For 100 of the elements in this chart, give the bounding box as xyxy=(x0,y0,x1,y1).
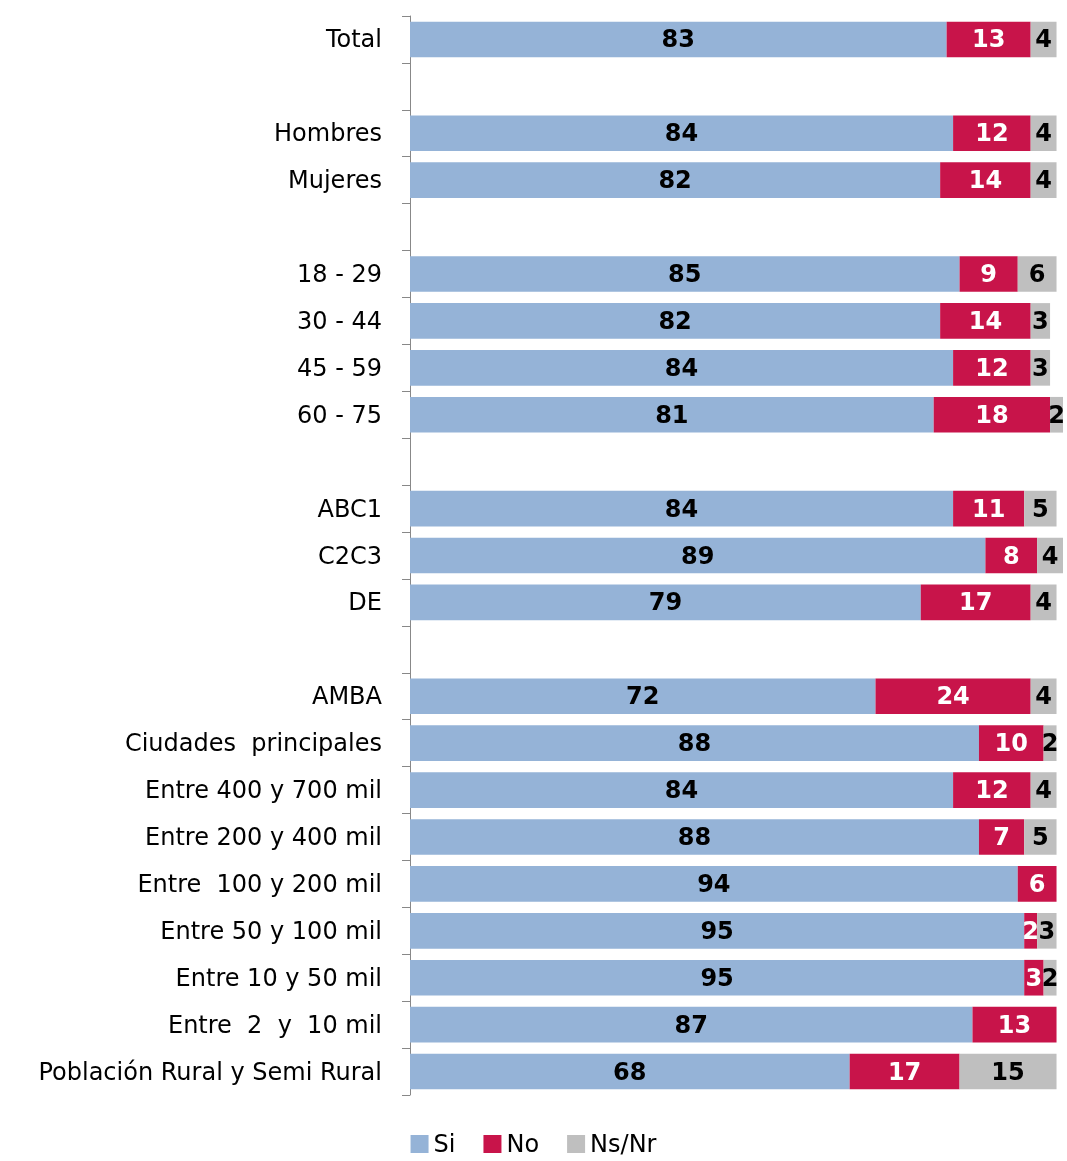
data-label: 4 xyxy=(1035,588,1052,617)
bar xyxy=(410,678,876,715)
data-label: 3 xyxy=(1032,353,1049,382)
bar xyxy=(410,115,954,152)
data-label: 88 xyxy=(677,729,712,758)
bar xyxy=(933,396,1051,433)
data-label: 6 xyxy=(1028,869,1046,898)
data-label: 10 xyxy=(994,729,1028,758)
data-label: 83 xyxy=(661,25,696,54)
data-label: 15 xyxy=(991,1057,1025,1086)
data-label: 11 xyxy=(971,494,1006,523)
y-tick-label: Entre 100 y 200 mil xyxy=(137,869,382,898)
y-tick-label: Total xyxy=(324,25,382,54)
data-label: 4 xyxy=(1035,776,1052,805)
y-tick-label: 60 - 75 xyxy=(297,400,382,429)
data-label: 79 xyxy=(648,588,683,617)
bar xyxy=(410,256,960,292)
data-label: 68 xyxy=(613,1057,647,1086)
data-label: 17 xyxy=(887,1057,922,1086)
bar xyxy=(875,678,1031,715)
bar xyxy=(978,819,1025,855)
legend-label: Ns/Nr xyxy=(590,1130,657,1158)
y-tick-label: C2C3 xyxy=(317,541,382,570)
data-label: 12 xyxy=(975,119,1009,148)
bar xyxy=(410,303,941,339)
bar xyxy=(410,725,979,761)
data-label: 13 xyxy=(997,1010,1032,1039)
data-label: 87 xyxy=(674,1010,708,1039)
data-label: 81 xyxy=(655,400,689,429)
data-label: 14 xyxy=(968,306,1003,335)
y-tick-label: Entre 2 y 10 mil xyxy=(167,1010,382,1039)
y-tick-label: 30 - 44 xyxy=(297,306,382,335)
y-tick-label: ABC1 xyxy=(317,494,382,523)
data-label: 12 xyxy=(975,353,1009,382)
y-tick-label: Entre 10 y 50 mil xyxy=(175,963,382,992)
data-label: 95 xyxy=(700,916,734,945)
y-tick-label: 45 - 59 xyxy=(297,353,382,382)
bar xyxy=(920,584,1031,621)
data-label: 4 xyxy=(1041,541,1059,570)
data-label: 6 xyxy=(1028,260,1046,289)
data-label: 5 xyxy=(1032,822,1049,851)
data-label: 3 xyxy=(1038,916,1056,945)
legend-label: No xyxy=(506,1130,540,1158)
y-tick-label: Entre 50 y 100 mil xyxy=(160,916,382,945)
data-label: 12 xyxy=(975,776,1009,805)
data-label: 2 xyxy=(1041,963,1059,992)
data-label: 4 xyxy=(1035,119,1052,148)
bar xyxy=(410,490,954,527)
data-label: 5 xyxy=(1032,494,1049,523)
legend-label: Si xyxy=(433,1130,456,1158)
bar xyxy=(410,866,1018,902)
bar xyxy=(953,350,1031,386)
y-tick-label: AMBA xyxy=(311,682,383,711)
bar xyxy=(410,1053,850,1090)
data-label: 7 xyxy=(993,822,1010,851)
data-label: 95 xyxy=(700,963,734,992)
data-label: 13 xyxy=(971,25,1006,54)
y-tick-label: Población Rural y Semi Rural xyxy=(38,1057,382,1086)
data-label: 3 xyxy=(1032,306,1049,335)
bar xyxy=(410,1006,973,1043)
data-label: 84 xyxy=(664,119,699,148)
data-label: 84 xyxy=(664,494,699,523)
y-tick-label: Entre 400 y 700 mil xyxy=(145,776,382,805)
bar xyxy=(849,1053,960,1090)
bar xyxy=(410,772,954,808)
data-label: 4 xyxy=(1035,25,1052,54)
bar xyxy=(953,115,1031,152)
data-label: 89 xyxy=(681,541,715,570)
bar xyxy=(410,819,979,855)
bar xyxy=(940,303,1031,339)
bar xyxy=(410,959,1025,996)
bar xyxy=(959,256,1018,292)
data-label: 18 xyxy=(975,400,1009,429)
bar xyxy=(410,396,934,433)
data-label: 82 xyxy=(658,306,692,335)
data-label: 24 xyxy=(936,682,970,711)
y-tick-label: 18 - 29 xyxy=(297,260,382,289)
data-label: 9 xyxy=(980,260,997,289)
data-label: 2 xyxy=(1022,916,1040,945)
data-label: 4 xyxy=(1035,166,1052,195)
bar xyxy=(940,162,1031,199)
data-label: 82 xyxy=(658,166,692,195)
bar xyxy=(953,772,1031,808)
bar xyxy=(410,584,921,621)
y-tick-label: Ciudades principales xyxy=(124,729,382,758)
data-label: 72 xyxy=(626,682,660,711)
data-label: 2 xyxy=(1048,400,1065,429)
data-label: 84 xyxy=(664,353,699,382)
y-tick-label: Entre 200 y 400 mil xyxy=(145,822,382,851)
bar xyxy=(410,537,986,574)
y-tick-label: Hombres xyxy=(274,119,382,148)
data-label: 8 xyxy=(1002,541,1020,570)
data-label: 2 xyxy=(1041,729,1059,758)
bar xyxy=(410,350,954,386)
data-label: 84 xyxy=(664,776,699,805)
data-label: 3 xyxy=(1025,963,1043,992)
data-label: 85 xyxy=(668,260,702,289)
data-label: 88 xyxy=(677,822,712,851)
data-label: 94 xyxy=(697,869,731,898)
y-tick-label: DE xyxy=(348,588,382,617)
